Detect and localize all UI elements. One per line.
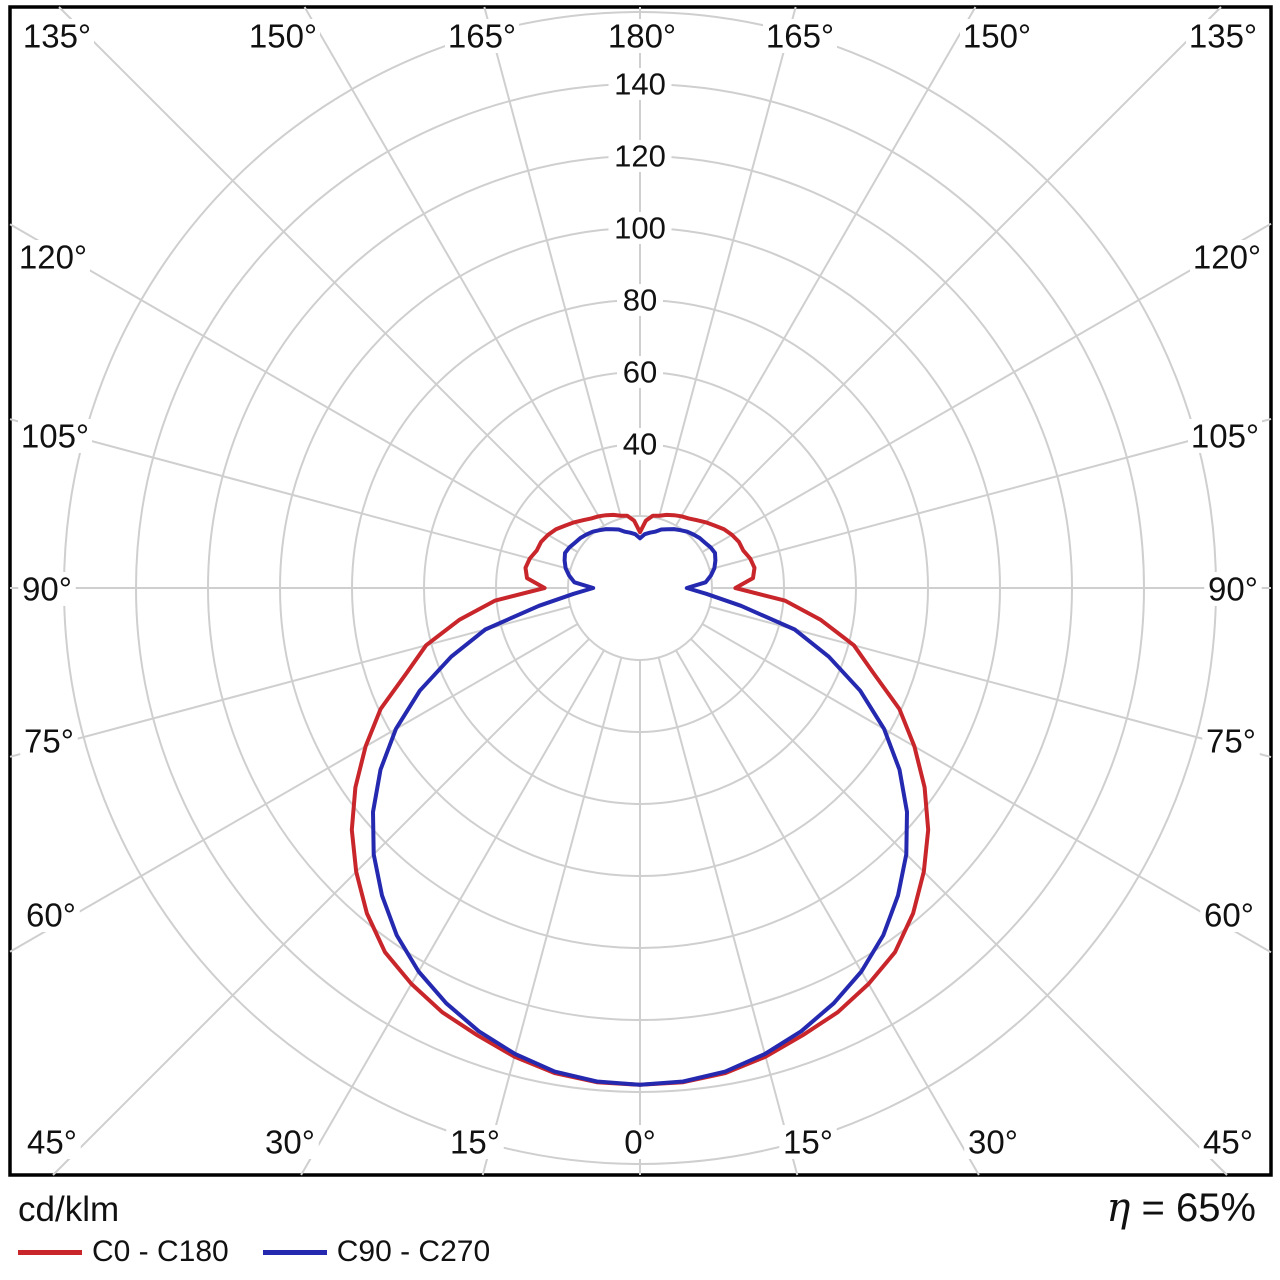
angle-label: 135° — [23, 18, 91, 55]
angle-label-bg — [1186, 19, 1260, 53]
angle-label: 15° — [450, 1124, 500, 1161]
grid-ray — [9, 418, 571, 571]
grid-ray — [709, 417, 1272, 571]
radial-tick-label: 100 — [614, 211, 666, 246]
grid-ray — [9, 605, 571, 758]
angle-label: 30° — [968, 1124, 1018, 1161]
angle-label-bg — [446, 1125, 504, 1159]
tick-label-bg — [617, 284, 663, 316]
grid-ray — [483, 6, 623, 519]
grid-ray — [657, 657, 799, 1176]
grid-ray — [701, 623, 1272, 954]
radial-tick-label: 60 — [623, 355, 657, 390]
radial-tick-label: 40 — [623, 427, 657, 462]
angle-label: 75° — [24, 723, 74, 760]
angle-label: 90° — [22, 571, 72, 608]
tick-label-bg — [608, 68, 672, 100]
angle-label-bg — [763, 19, 837, 53]
polar-grid — [9, 6, 1272, 1176]
angle-label-bg — [445, 19, 519, 53]
tick-label-bg — [617, 428, 663, 460]
legend-label-c0-c180: C0 - C180 — [92, 1235, 229, 1268]
grid-ray — [675, 6, 977, 527]
angle-label: 15° — [783, 1124, 833, 1161]
angle-label: 120° — [19, 239, 87, 276]
grid-ray — [52, 638, 590, 1176]
angle-label: 135° — [1189, 18, 1257, 55]
grid-ray — [481, 657, 623, 1176]
angle-label-bg — [619, 1125, 661, 1159]
grid-ray — [303, 6, 605, 527]
c0-c180-line-swatch — [18, 1249, 82, 1255]
chart-legend: C0 - C180 C90 - C270 — [18, 1231, 918, 1273]
tick-label-bg — [608, 140, 672, 172]
legend-entry-c90-c270: C90 - C270 — [262, 1235, 491, 1268]
angle-label: 60° — [26, 897, 76, 934]
angle-label-bg — [16, 240, 90, 274]
angle-label-bg — [246, 19, 320, 53]
angle-label: 45° — [1203, 1124, 1253, 1161]
radial-tick-label: 120 — [614, 139, 666, 174]
angle-label: 165° — [766, 18, 834, 55]
angle-label-bg — [20, 19, 94, 53]
angle-label-bg — [960, 19, 1034, 53]
units-label: cd/klm — [18, 1190, 120, 1229]
grid-ray — [690, 638, 1228, 1176]
angle-label: 30° — [265, 1124, 315, 1161]
legend-entry-c0-c180: C0 - C180 — [18, 1237, 229, 1267]
angle-label-bg — [1202, 724, 1260, 758]
angle-label-bg — [18, 419, 92, 453]
angle-label-bg — [1200, 898, 1258, 932]
radial-tick-labels: 40 60 80 100 120 140 — [608, 67, 672, 462]
angle-label-bg — [22, 898, 80, 932]
radial-tick-label: 80 — [623, 283, 657, 318]
eta-symbol: η — [1106, 1185, 1131, 1231]
grid-ray — [709, 605, 1272, 759]
angle-label: 60° — [1204, 897, 1254, 934]
angle-label-bg — [23, 1125, 81, 1159]
angle-label-bg — [1190, 240, 1264, 274]
angle-label: 150° — [963, 18, 1031, 55]
angle-label: 105° — [21, 418, 89, 455]
tick-label-bg — [617, 356, 663, 388]
grid-ray — [657, 6, 797, 519]
grid-ray — [300, 649, 605, 1176]
legend-label-c90-c270: C90 - C270 — [336, 1235, 491, 1268]
angle-label-bg — [964, 1125, 1022, 1159]
angle-label-bg — [1199, 1125, 1257, 1159]
grid-ray — [58, 6, 590, 538]
angle-label-bg — [18, 572, 76, 606]
angle-label: 120° — [1193, 239, 1261, 276]
grid-ray — [9, 223, 579, 553]
curve-c90-c270 — [371, 527, 909, 1087]
angle-label-bg — [605, 19, 679, 53]
angle-label-bg — [1204, 572, 1262, 606]
angle-labels: 0° 15° 15° 30° 30° 45° 45° 60° 60° 75° 75° 90° 90° 10… — [16, 18, 1264, 1161]
angle-label-bg — [261, 1125, 319, 1159]
tick-label-bg — [608, 212, 672, 244]
angle-label: 45° — [27, 1124, 77, 1161]
angle-label: 165° — [448, 18, 516, 55]
angle-label-bg — [779, 1125, 837, 1159]
grid-ray — [701, 222, 1272, 553]
efficiency-label: η = 65% — [1106, 1188, 1256, 1228]
efficiency-value: = 65% — [1141, 1186, 1256, 1230]
angle-label-bg — [20, 724, 78, 758]
grid-ray — [690, 6, 1222, 538]
angle-label: 105° — [1191, 418, 1259, 455]
grid-ray — [675, 649, 980, 1176]
c90-c270-line-swatch — [262, 1249, 327, 1255]
radial-tick-label: 140 — [614, 67, 666, 102]
grid-ray — [9, 623, 579, 953]
angle-label: 90° — [1208, 571, 1258, 608]
angle-label: 180° — [608, 18, 676, 55]
angle-label: 0° — [624, 1124, 656, 1161]
angle-label-bg — [1188, 419, 1262, 453]
angle-label: 75° — [1206, 723, 1256, 760]
angle-label: 150° — [249, 18, 317, 55]
